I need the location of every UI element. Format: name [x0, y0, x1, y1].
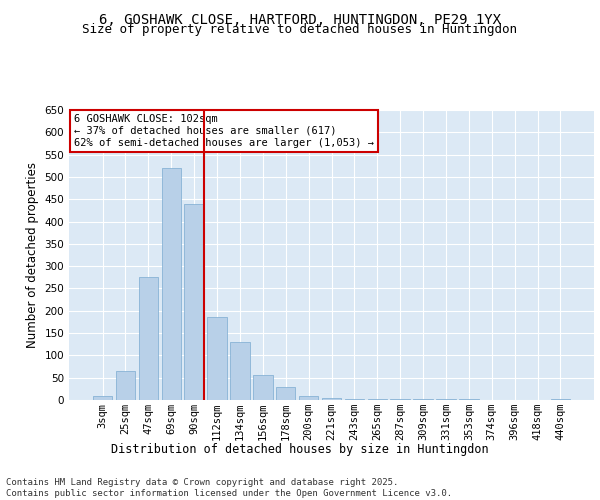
Bar	[436, 398, 455, 400]
Text: Contains HM Land Registry data © Crown copyright and database right 2025.
Contai: Contains HM Land Registry data © Crown c…	[6, 478, 452, 498]
Bar	[230, 342, 250, 400]
Y-axis label: Number of detached properties: Number of detached properties	[26, 162, 39, 348]
Bar	[322, 398, 341, 400]
Bar	[413, 398, 433, 400]
Bar	[551, 398, 570, 400]
Bar	[344, 398, 364, 400]
Text: 6 GOSHAWK CLOSE: 102sqm
← 37% of detached houses are smaller (617)
62% of semi-d: 6 GOSHAWK CLOSE: 102sqm ← 37% of detache…	[74, 114, 374, 148]
Bar	[459, 398, 479, 400]
Bar	[368, 398, 387, 400]
Text: Size of property relative to detached houses in Huntingdon: Size of property relative to detached ho…	[83, 22, 517, 36]
Bar	[161, 168, 181, 400]
Bar	[276, 386, 295, 400]
Bar	[93, 396, 112, 400]
Bar	[391, 398, 410, 400]
Bar	[208, 318, 227, 400]
Bar	[184, 204, 204, 400]
Bar	[116, 371, 135, 400]
Bar	[299, 396, 319, 400]
Text: Distribution of detached houses by size in Huntingdon: Distribution of detached houses by size …	[111, 442, 489, 456]
Bar	[139, 278, 158, 400]
Bar	[253, 376, 272, 400]
Text: 6, GOSHAWK CLOSE, HARTFORD, HUNTINGDON, PE29 1YX: 6, GOSHAWK CLOSE, HARTFORD, HUNTINGDON, …	[99, 12, 501, 26]
